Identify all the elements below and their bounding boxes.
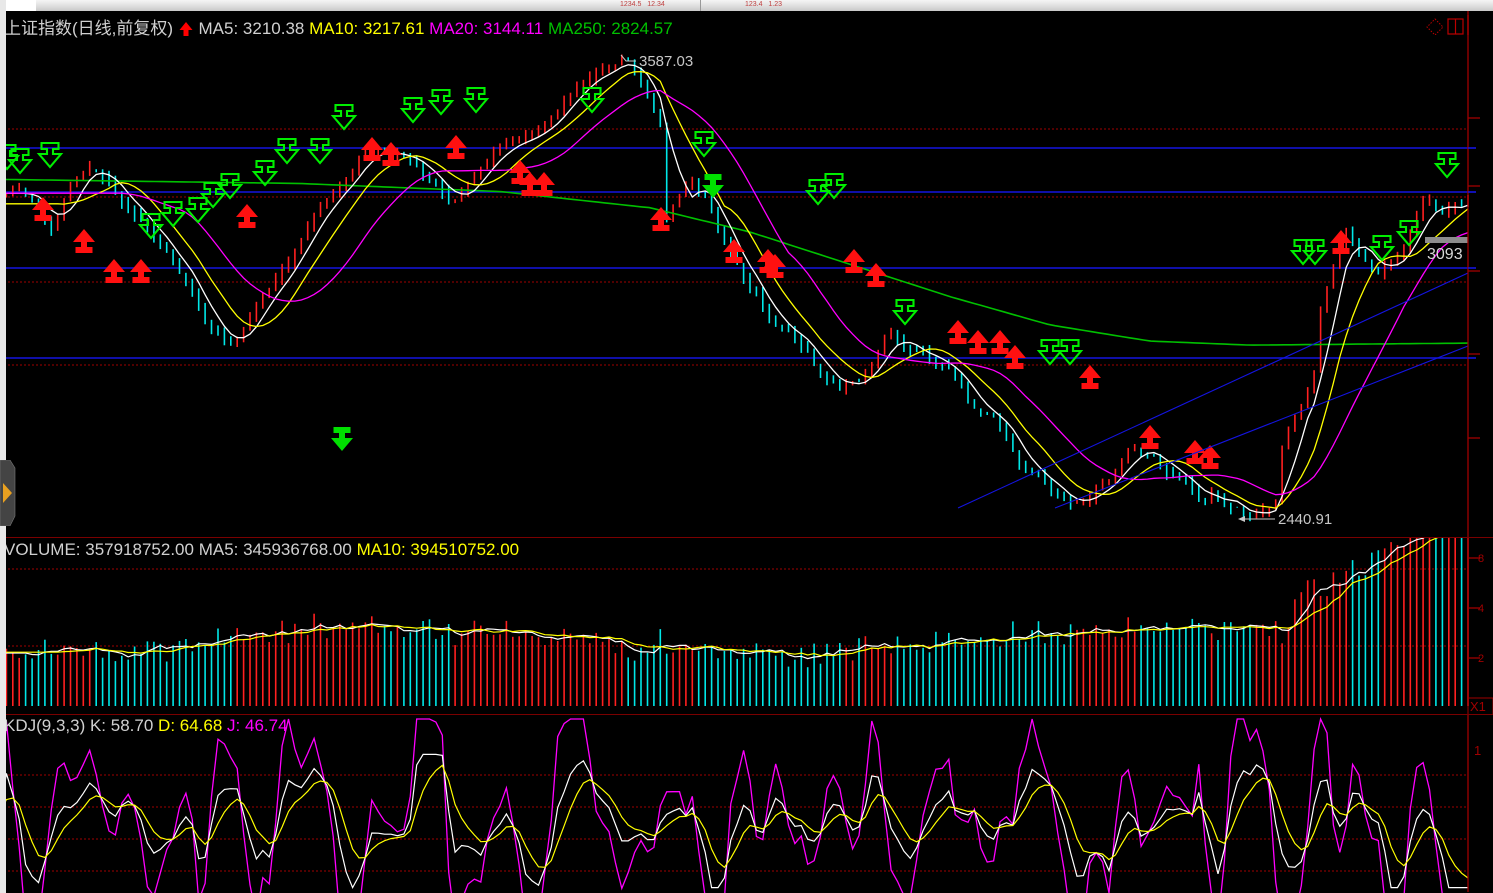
svg-text:3587.03: 3587.03 xyxy=(639,53,693,70)
svg-text:1: 1 xyxy=(1474,743,1481,758)
svg-text:2: 2 xyxy=(1478,653,1484,665)
svg-text:3093: 3093 xyxy=(1427,246,1463,263)
svg-text:8: 8 xyxy=(1478,553,1484,565)
svg-text:4: 4 xyxy=(1478,603,1484,615)
svg-text:2440.91: 2440.91 xyxy=(1278,511,1332,528)
svg-text:X1: X1 xyxy=(1470,699,1486,714)
